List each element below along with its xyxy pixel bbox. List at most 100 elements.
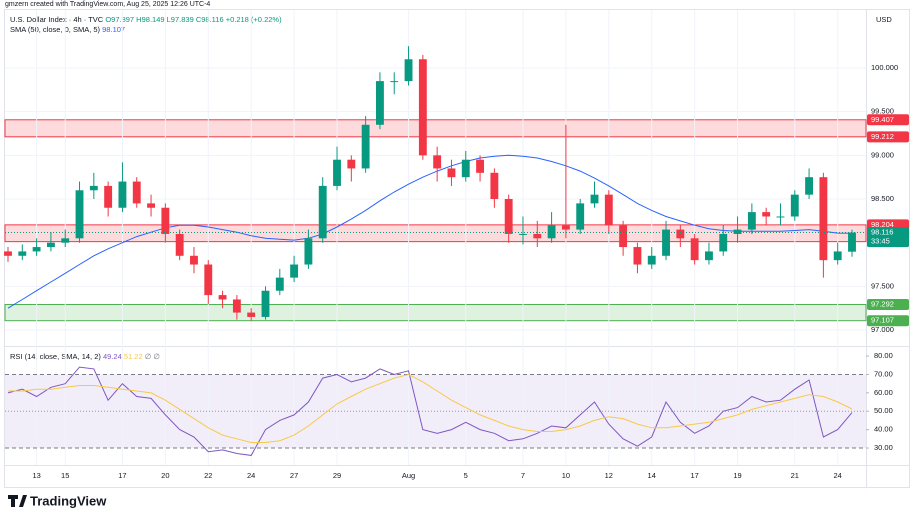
- candle-body: [790, 194, 799, 217]
- candle-body: [32, 247, 41, 252]
- candle-body: [476, 159, 485, 173]
- symbol: U.S. Dollar Index · 4h · TVC: [10, 15, 104, 24]
- candle-body: [361, 124, 370, 169]
- level-label-box: [867, 299, 909, 311]
- x-tick-label: 21: [791, 471, 799, 480]
- candle-body: [547, 225, 556, 239]
- x-tick-label: 19: [733, 471, 741, 480]
- x-tick-label: Aug: [402, 471, 415, 480]
- candle-body: [747, 212, 756, 230]
- candle-body: [519, 233, 527, 235]
- x-tick-label: 10: [562, 471, 570, 480]
- logo-mark: [8, 495, 27, 507]
- rsi-title: RSI (14, close, SMA, 14, 2): [10, 352, 101, 361]
- last-price-label: 98.116: [871, 228, 893, 237]
- level-label: 99.407: [871, 115, 894, 124]
- candle-body: [218, 295, 227, 300]
- level-label: 97.292: [871, 300, 894, 309]
- y-tick-label: 99.500: [871, 107, 894, 116]
- x-tick-label: 12: [605, 471, 613, 480]
- y-tick-label: 80.00: [874, 351, 893, 360]
- level-label: 98.204: [871, 220, 894, 229]
- candle-body: [490, 172, 499, 200]
- candle-body: [118, 181, 127, 208]
- level-label-box: [867, 315, 909, 327]
- zone: [4, 304, 867, 322]
- last-price-box: [867, 227, 909, 248]
- sma-legend: SMA (50, close, 0, SMA, 5) 98.107: [10, 25, 125, 34]
- x-tick-label: 17: [690, 471, 698, 480]
- candle-body: [819, 177, 828, 261]
- rsi-line: [7, 366, 853, 456]
- candle-body: [805, 177, 814, 195]
- candle-body: [633, 247, 642, 265]
- candle-body: [561, 225, 570, 230]
- candle-body: [46, 242, 55, 248]
- sma-line: [7, 154, 853, 309]
- candle-body: [676, 229, 685, 239]
- x-tick-label: 20: [161, 471, 169, 480]
- x-tick-label: 7: [521, 471, 525, 480]
- y-tick-label: 70.00: [874, 369, 893, 378]
- candle-body: [4, 251, 12, 256]
- level-label: 99.212: [871, 132, 894, 141]
- grid: [5, 10, 866, 465]
- x-tick-label: 27: [290, 471, 298, 480]
- candle-body: [190, 255, 198, 265]
- candle-body: [719, 233, 728, 252]
- candle-body: [418, 59, 427, 156]
- candle-body: [104, 185, 113, 208]
- candle-body: [533, 233, 542, 239]
- candle-body: [347, 159, 356, 169]
- candle-body: [75, 190, 84, 239]
- candle-body: [275, 277, 284, 291]
- axes: 13 15 17 20 22 24 27 29 Aug 5 7 10 12 14 17 19 21 24 97.00…: [32, 63, 909, 480]
- candle-body: [89, 185, 98, 191]
- countdown: 33:45: [871, 237, 890, 246]
- candle-body: [175, 233, 184, 256]
- level-label-box: [867, 131, 909, 143]
- x-tick-label: 15: [61, 471, 69, 480]
- rsi-legend: RSI (14, close, SMA, 14, 2) 49.24 51.22 …: [10, 352, 160, 361]
- candle-body: [147, 203, 155, 208]
- candle-body: [404, 59, 413, 82]
- candle-body: [590, 194, 599, 204]
- candle-body: [504, 199, 513, 234]
- candle-body: [776, 216, 785, 218]
- ohlc: O97.897 H98.149 L97.839 C98.116 +0.218 (…: [105, 15, 282, 24]
- level-label: 97.107: [871, 316, 894, 325]
- candle-body: [604, 194, 613, 226]
- y-tick-label: 99.000: [871, 150, 894, 159]
- x-tick-label: 13: [32, 471, 40, 480]
- candle-body: [304, 238, 313, 265]
- candle-body: [261, 290, 270, 317]
- candle-body: [18, 251, 27, 256]
- y-tick-label: 40.00: [874, 425, 893, 434]
- candle-body: [690, 238, 699, 261]
- candle-body: [375, 81, 384, 125]
- candle-body: [705, 251, 713, 261]
- candle-body: [318, 185, 327, 239]
- candle-body: [333, 159, 341, 186]
- candle-body: [232, 299, 241, 313]
- y-tick-label: 60.00: [874, 388, 893, 397]
- rsi-value: 49.24: [103, 352, 122, 361]
- level-label-box: [867, 114, 909, 126]
- candle-body: [61, 238, 70, 243]
- symbol-title: U.S. Dollar Index · 4h · TVC O97.897 H98…: [10, 15, 282, 24]
- attribution: gmzern created with TradingView.com, Aug…: [5, 1, 210, 8]
- candle-body: [662, 229, 670, 256]
- rsi-line: [8, 373, 853, 443]
- candle-body: [647, 255, 656, 265]
- candle-body: [619, 225, 628, 248]
- candle-body: [461, 159, 470, 178]
- y-tick-label: 50.00: [874, 406, 893, 415]
- rsi-ma-value: 51.22: [124, 352, 143, 361]
- x-tick-label: 14: [648, 471, 656, 480]
- marks: [4, 46, 866, 456]
- sma-title: SMA (50, close, 0, SMA, 5): [10, 25, 101, 34]
- x-tick-label: 24: [834, 471, 842, 480]
- candle-body: [204, 264, 213, 296]
- x-tick-label: 24: [247, 471, 255, 480]
